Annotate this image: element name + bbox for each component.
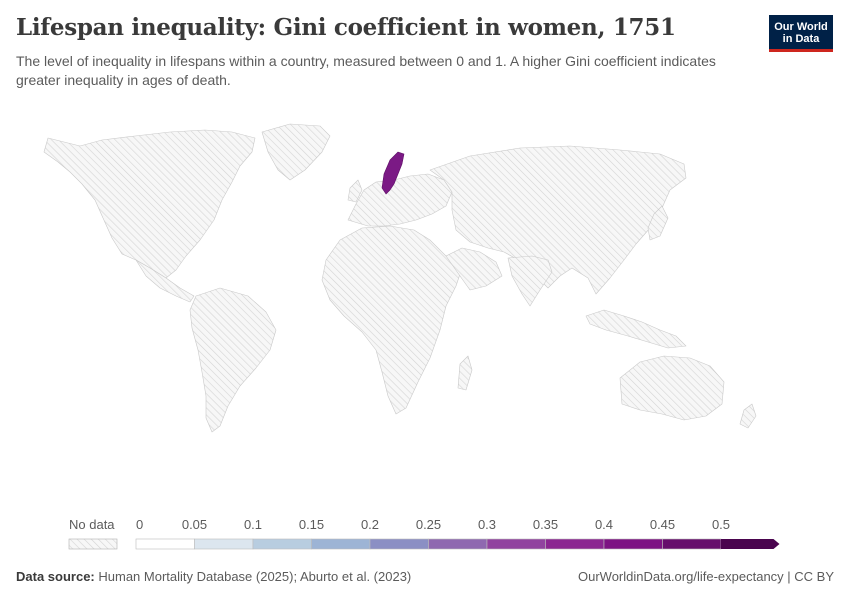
legend-tick-label: 0.3 — [478, 517, 496, 532]
logo-line-1: Our World — [774, 21, 828, 33]
legend-bin-arrow[interactable] — [721, 539, 780, 549]
legend-bin[interactable] — [369, 538, 429, 550]
data-source-text[interactable]: Human Mortality Database (2025); Aburto … — [98, 569, 412, 584]
india[interactable] — [507, 255, 553, 307]
color-legend: No data 0 0.05 0.1 0.15 0.2 0.25 0.3 0.35 0.4 0.4… — [68, 517, 780, 550]
legend-tick-label: 0.4 — [595, 517, 613, 532]
legend-tick-label: 0.05 — [182, 517, 207, 532]
legend-bin[interactable] — [428, 538, 488, 550]
legend-no-data-swatch — [68, 538, 118, 550]
japan[interactable] — [647, 205, 669, 241]
legend-tick-label: 0.25 — [416, 517, 441, 532]
europe[interactable] — [347, 173, 453, 227]
legend-tick-label: 0.1 — [244, 517, 262, 532]
legend-bin[interactable] — [545, 538, 605, 550]
uk[interactable] — [347, 179, 363, 203]
legend-tick-label: 0.2 — [361, 517, 379, 532]
legend-tick-label: 0.45 — [650, 517, 675, 532]
africa[interactable] — [321, 225, 463, 415]
legend-bin[interactable] — [252, 538, 312, 550]
australia[interactable] — [619, 355, 725, 421]
asia[interactable] — [429, 145, 687, 295]
chart-title: Lifespan inequality: Gini coefficient in… — [16, 14, 676, 41]
world-map[interactable] — [0, 110, 850, 440]
legend-tick-label: 0.15 — [299, 517, 324, 532]
new-zealand[interactable] — [739, 403, 757, 429]
legend-tick-label: 0.35 — [533, 517, 558, 532]
legend-tick-label: 0.5 — [712, 517, 730, 532]
legend-bin[interactable] — [135, 538, 195, 550]
madagascar[interactable] — [457, 355, 473, 391]
chart-subtitle: The level of inequality in lifespans wit… — [16, 53, 716, 88]
legend-bin[interactable] — [486, 538, 546, 550]
arabia[interactable] — [445, 247, 503, 291]
greenland[interactable] — [261, 123, 331, 181]
sea-islands[interactable] — [585, 309, 687, 349]
legend-bin[interactable] — [603, 538, 663, 550]
owid-logo[interactable]: Our World in Data — [769, 15, 833, 52]
central-america[interactable] — [135, 259, 195, 303]
north-america[interactable] — [43, 129, 256, 279]
data-source: Data source: Human Mortality Database (2… — [16, 569, 411, 584]
logo-line-2: in Data — [782, 33, 820, 45]
data-source-label: Data source: — [16, 569, 95, 584]
legend-bin[interactable] — [662, 538, 722, 550]
legend-bin[interactable] — [311, 538, 371, 550]
footer-url[interactable]: OurWorldinData.org/life-expectancy | CC … — [577, 569, 834, 584]
legend-tick-label: 0 — [136, 517, 143, 532]
south-america[interactable] — [189, 287, 277, 433]
legend-bin[interactable] — [194, 538, 254, 550]
legend-no-data-label: No data — [69, 517, 115, 532]
sweden[interactable] — [381, 151, 405, 195]
